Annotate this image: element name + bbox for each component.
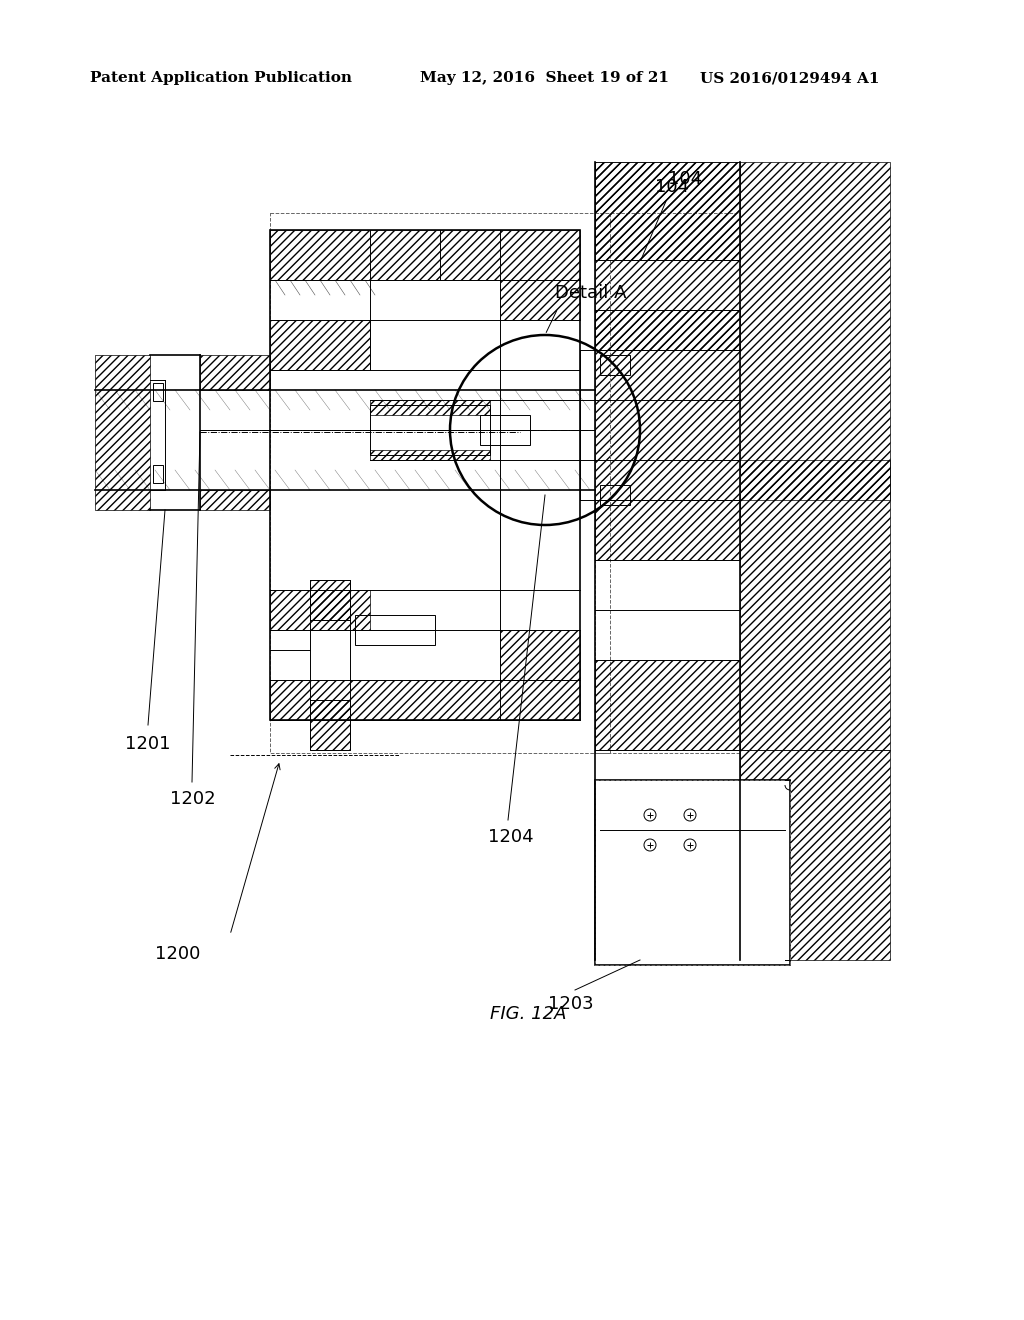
Bar <box>595 780 790 965</box>
Bar <box>595 213 740 752</box>
Bar <box>480 414 530 445</box>
Bar <box>310 579 350 620</box>
Text: 1202: 1202 <box>170 789 216 808</box>
Bar <box>370 405 490 455</box>
Bar <box>270 213 610 752</box>
Text: 1200: 1200 <box>155 945 201 964</box>
Bar <box>153 383 163 401</box>
Text: 1204: 1204 <box>488 828 534 846</box>
Text: 1201: 1201 <box>125 735 171 752</box>
Bar <box>600 355 630 375</box>
Bar <box>270 230 580 719</box>
Text: US 2016/0129494 A1: US 2016/0129494 A1 <box>700 71 880 84</box>
Text: Detail A: Detail A <box>555 284 627 302</box>
Bar <box>600 484 630 506</box>
Text: Patent Application Publication: Patent Application Publication <box>90 71 352 84</box>
Text: May 12, 2016  Sheet 19 of 21: May 12, 2016 Sheet 19 of 21 <box>420 71 669 84</box>
Text: 1203: 1203 <box>548 995 594 1012</box>
Bar <box>310 579 350 750</box>
Text: 104: 104 <box>668 170 702 187</box>
Bar <box>355 615 435 645</box>
Bar <box>153 465 163 483</box>
Bar <box>595 780 790 965</box>
Text: FIG. 12A: FIG. 12A <box>490 1005 566 1023</box>
Text: 104: 104 <box>641 178 689 260</box>
